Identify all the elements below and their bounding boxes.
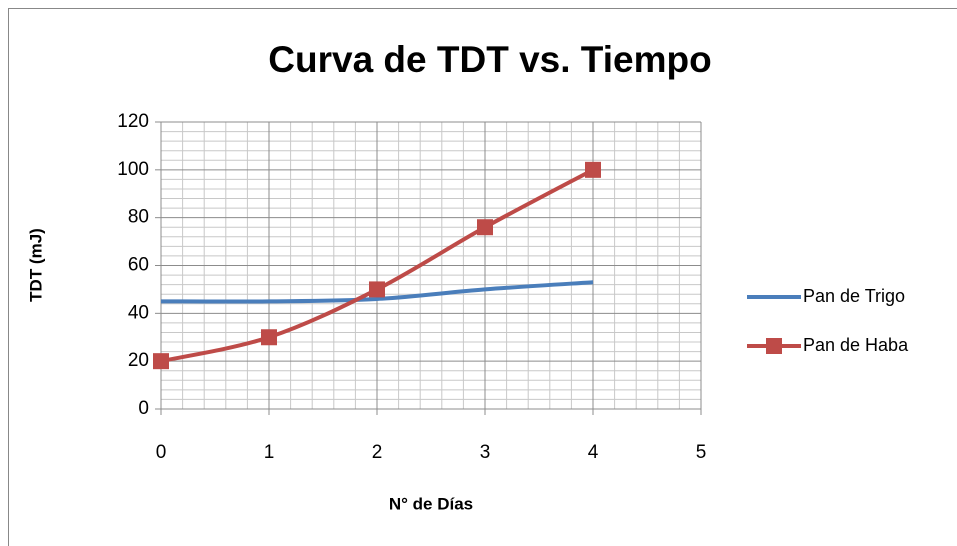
plot <box>153 161 601 370</box>
y-tick-label: 120 <box>117 111 149 132</box>
y-tick-label: 100 <box>117 159 149 180</box>
marker <box>153 353 169 370</box>
grid <box>155 121 702 415</box>
marker <box>585 161 601 178</box>
marker <box>261 329 277 346</box>
legend-marker <box>766 338 782 354</box>
x-tick-label: 3 <box>480 442 491 463</box>
y-tick-label: 20 <box>128 350 149 371</box>
x-tick-label: 5 <box>696 442 707 463</box>
series-line <box>160 280 594 304</box>
x-tick-label: 0 <box>156 442 167 463</box>
x-tick-label: 2 <box>372 442 383 463</box>
x-axis-label: N° de Días <box>389 494 473 513</box>
chart-frame <box>8 8 957 546</box>
y-axis-label: TDT (mJ) <box>26 228 45 302</box>
marker <box>369 281 385 298</box>
y-tick-label: 40 <box>128 302 149 323</box>
y-tick-label: 0 <box>138 398 149 419</box>
y-tick-label: 80 <box>128 207 149 228</box>
legend-label: Pan de Haba <box>803 335 909 355</box>
legend-label: Pan de Trigo <box>803 286 905 306</box>
y-tick-label: 60 <box>128 255 149 276</box>
marker <box>477 219 493 236</box>
chart-title: Curva de TDT vs. Tiempo <box>268 39 711 80</box>
x-tick-label: 4 <box>588 442 599 463</box>
x-tick-label: 1 <box>264 442 275 463</box>
